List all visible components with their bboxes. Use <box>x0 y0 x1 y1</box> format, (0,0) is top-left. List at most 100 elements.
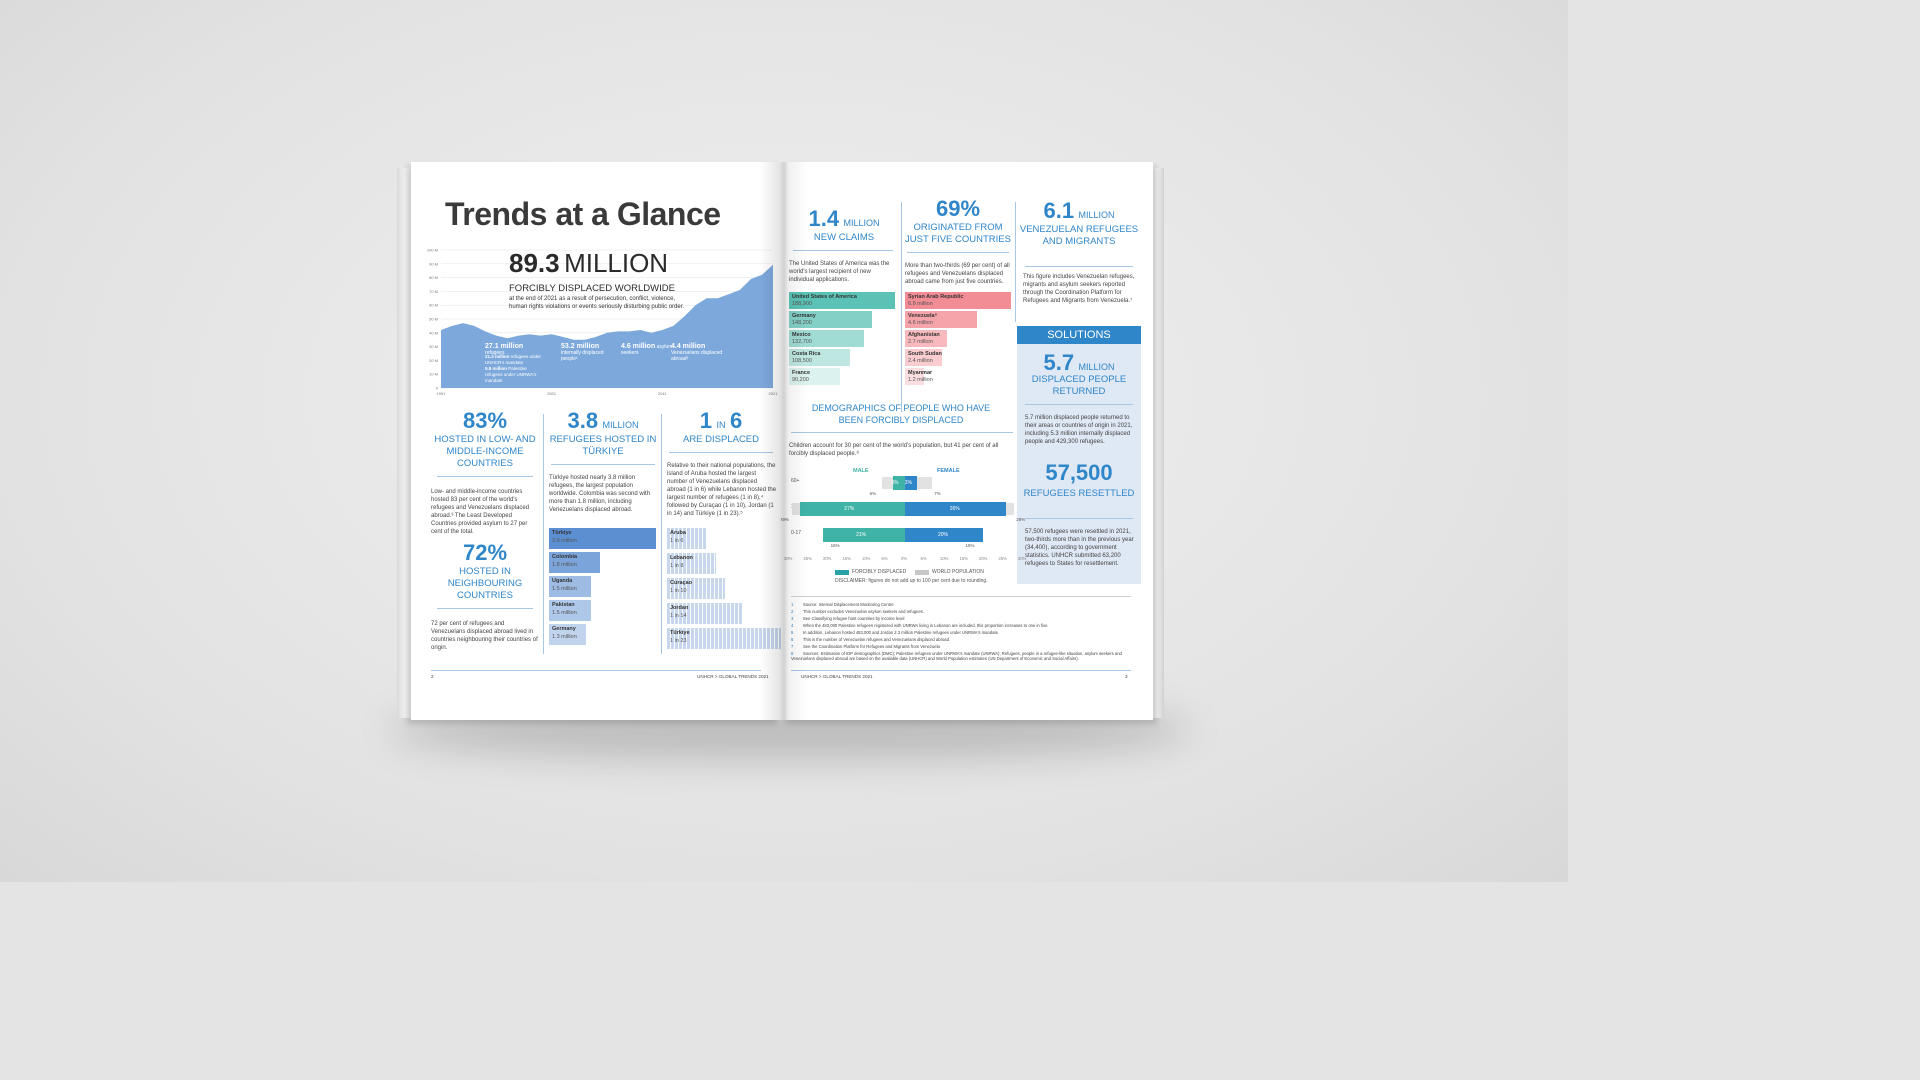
solutions-header: SOLUTIONS <box>1017 326 1141 344</box>
footnote: 1 Source: Internal Displacement Monitorin… <box>791 602 1131 607</box>
sub1-value: 21.3 million <box>485 354 510 359</box>
stat-1-in-6-text: Relative to their national populations, … <box>667 463 777 517</box>
legend-wp: WORLD POPULATION <box>932 569 984 575</box>
wp-male-label: 6% <box>869 491 877 496</box>
bar: Venezuela⁶ 4.6 million <box>905 311 977 328</box>
bar-name: Colombia <box>552 554 578 560</box>
headline-subtitle: FORCIBLY DISPLACED WORLDWIDE <box>509 283 675 294</box>
divider <box>669 452 773 453</box>
stat-72-caption: HOSTED IN NEIGHBOURING COUNTRIES <box>447 566 523 601</box>
stat-5-7-caption: DISPLACED PEOPLE RETURNED <box>1031 374 1127 397</box>
footnote: 6 This is the number of Venezuelan refuge… <box>791 637 1131 642</box>
stat-57500: 57,500 <box>1045 460 1113 485</box>
stat-3-8-text: Türkiye hosted nearly 3.8 million refuge… <box>549 475 651 513</box>
stat-69-caption: ORIGINATED FROM JUST FIVE COUNTRIES <box>905 222 1011 245</box>
area-series <box>441 264 773 388</box>
legend-swatch-fd <box>835 570 849 575</box>
x-tick-label: 1991 <box>437 391 447 396</box>
bar-value: 2.7 million <box>908 339 933 345</box>
footnote-number: 3 <box>791 616 794 621</box>
stat-5-7-million: 5.7 MILLION <box>1017 350 1141 376</box>
stat-1-4-million: 1.4 MILLION <box>789 206 899 232</box>
divider <box>791 432 1013 433</box>
fd-male-label: 27% <box>844 506 855 512</box>
axis-tick-label: 20% <box>979 556 988 561</box>
footer-text: UNHCR > GLOBAL TRENDS 2021 <box>697 674 769 679</box>
fd-female-label: 3% <box>904 480 913 486</box>
stat-83-caption: HOSTED IN LOW- AND MIDDLE-INCOME COUNTRI… <box>434 434 536 469</box>
axis-tick-label: 15% <box>959 556 968 561</box>
stat-6-1-million: 6.1 MILLION <box>1019 198 1139 224</box>
stat-1-4-value: 1.4 <box>808 206 840 231</box>
bar-value: 108,500 <box>792 358 812 364</box>
bar: Costa Rica 108,500 <box>789 349 850 366</box>
stat-3-8-caption: REFUGEES HOSTED IN TÜRKIYE <box>549 434 657 457</box>
divider <box>793 250 893 251</box>
bar-value: 1.8 million <box>552 562 577 568</box>
page-number: 2 <box>431 674 434 679</box>
bar-name: Syrian Arab Republic <box>908 294 964 300</box>
headline: 89.3 MILLION <box>509 248 668 279</box>
bar-value: 6.8 million <box>908 301 933 307</box>
footnote-text: When the 483,000 Palestine refugees regi… <box>803 623 1049 628</box>
divider <box>1025 266 1133 267</box>
bar-name: Türkiye <box>552 530 572 536</box>
bar-name: France <box>792 370 811 376</box>
wp-female-label: 15% <box>965 543 975 548</box>
stat-83-percent: 83% <box>462 408 508 433</box>
bar-value: 132,700 <box>792 339 812 345</box>
chart-stat-label: Venezuelans displaced abroad² <box>671 350 723 362</box>
y-tick-label: 70 M <box>429 289 438 294</box>
bar-name: Aruba <box>670 530 686 536</box>
chart-stat-value: 27.1 million <box>485 343 524 350</box>
sub1-label: refugees under UNHCR's mandate <box>485 354 542 365</box>
stat-1-4-text: The United States of America was the wor… <box>789 261 890 283</box>
y-tick-label: 100 M <box>427 248 438 253</box>
chart-stat: 53.2 million internally displaced people… <box>561 343 617 362</box>
solutions-panel <box>1017 326 1141 584</box>
stat-1-4-unit: MILLION <box>843 218 880 228</box>
wp-female-label: 28% <box>1016 517 1026 522</box>
bar-value: 90,200 <box>792 377 809 383</box>
fd-male-label: 3% <box>891 480 899 486</box>
stat-1-in-6-a: 1 <box>699 408 713 433</box>
chart-sub-stats: 21.3 million refugees under UNHCR's mand… <box>485 354 545 384</box>
bar: Uganda 1.5 million <box>549 576 592 597</box>
bar-value: 1 in 8 <box>670 563 684 569</box>
footer-text: UNHCR > GLOBAL TRENDS 2021 <box>801 674 873 679</box>
legend-swatch-wp <box>915 570 929 575</box>
bar-name: Curaçao <box>670 580 693 586</box>
axis-tick-label: 25% <box>998 556 1007 561</box>
footnote-number: 5 <box>791 630 794 635</box>
footnote-number: 7 <box>791 644 794 649</box>
bar-value: 1 in 10 <box>670 588 687 594</box>
sub2-label: Palestine refugees under UNRWA's mandate <box>485 366 537 383</box>
bar-name: Germany <box>552 626 576 632</box>
stat-69-text: More than two-thirds (69 per cent) of al… <box>905 263 1010 285</box>
divider <box>907 252 1009 253</box>
footnote-text: This is the number of Venezuelan refugee… <box>803 637 951 642</box>
stat-6-1-caption: VENEZUELAN REFUGEES AND MIGRANTS <box>1019 224 1139 247</box>
stat-5-7-value: 5.7 <box>1043 350 1075 375</box>
fd-female-label: 20% <box>938 532 949 538</box>
axis-tick-label: 20% <box>823 556 832 561</box>
stat-57500-caption: REFUGEES RESETTLED <box>1023 488 1135 499</box>
page-title: Trends at a Glance <box>445 196 721 232</box>
bar: Germany 148,200 <box>789 311 873 328</box>
bar-value: 1 in 23 <box>670 638 687 644</box>
ratio-bar: Jordan 1 in 14 <box>667 603 743 624</box>
bar-value: 2.4 million <box>908 358 933 364</box>
stat-6-1-value: 6.1 <box>1043 198 1075 223</box>
bar-value: 148,200 <box>792 320 812 326</box>
fd-male-bar <box>893 476 905 490</box>
stat-83-text: Low- and middle-income countries hosted … <box>431 489 530 535</box>
y-tick-label: 80 M <box>429 275 438 280</box>
divider <box>1025 404 1133 405</box>
bar: Afghanistan 2.7 million <box>905 330 948 347</box>
bar-name: Uganda <box>552 578 573 584</box>
bar: Germany 1.3 million <box>549 624 586 645</box>
footnote-text: Sources: Estimation of IDP demographics … <box>791 651 1122 661</box>
x-tick-label: 2001 <box>547 391 557 396</box>
y-tick-label: 20 M <box>429 358 438 363</box>
stat-3-8-unit: MILLION <box>602 420 639 430</box>
